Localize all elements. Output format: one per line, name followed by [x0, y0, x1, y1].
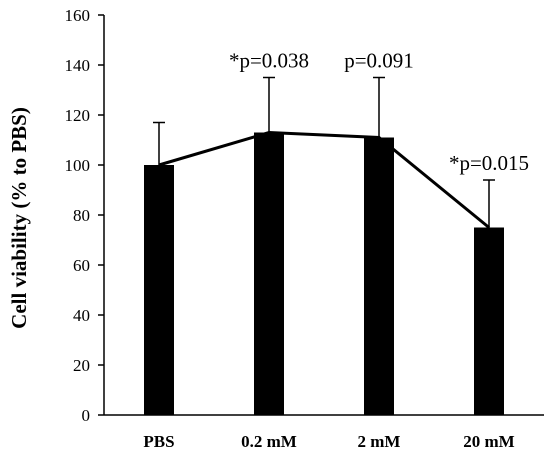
significance-label: *p=0.038 [229, 49, 309, 73]
y-tick-label: 40 [73, 306, 90, 325]
significance-annotations: *p=0.038 p=0.091 *p=0.015 [229, 49, 529, 176]
y-tick-label: 0 [82, 406, 91, 425]
x-tick-label: 20 mM [463, 432, 514, 451]
significance-label: *p=0.015 [449, 151, 529, 175]
y-tick-label: 160 [65, 6, 91, 25]
y-ticks: 0 20 40 60 80 100 120 140 160 [65, 6, 104, 425]
x-tick-labels: PBS 0.2 mM 2 mM 20 mM [143, 432, 514, 451]
x-tick-label: PBS [143, 432, 174, 451]
error-bars [153, 76, 495, 228]
significance-label: p=0.091 [344, 49, 414, 73]
y-axis-title: Cell viability (% to PBS) [7, 107, 31, 329]
y-tick-label: 100 [65, 156, 91, 175]
y-tick-label: 60 [73, 256, 90, 275]
bars [144, 132, 504, 415]
bar [254, 132, 284, 415]
mean-connecting-line [158, 130, 490, 229]
bar [474, 227, 504, 415]
y-tick-label: 140 [65, 56, 91, 75]
bar [364, 137, 394, 415]
x-tick-label: 2 mM [358, 432, 401, 451]
bar [144, 165, 174, 415]
x-tick-label: 0.2 mM [241, 432, 297, 451]
y-tick-label: 20 [73, 356, 90, 375]
y-tick-label: 120 [65, 106, 91, 125]
y-tick-label: 80 [73, 206, 90, 225]
